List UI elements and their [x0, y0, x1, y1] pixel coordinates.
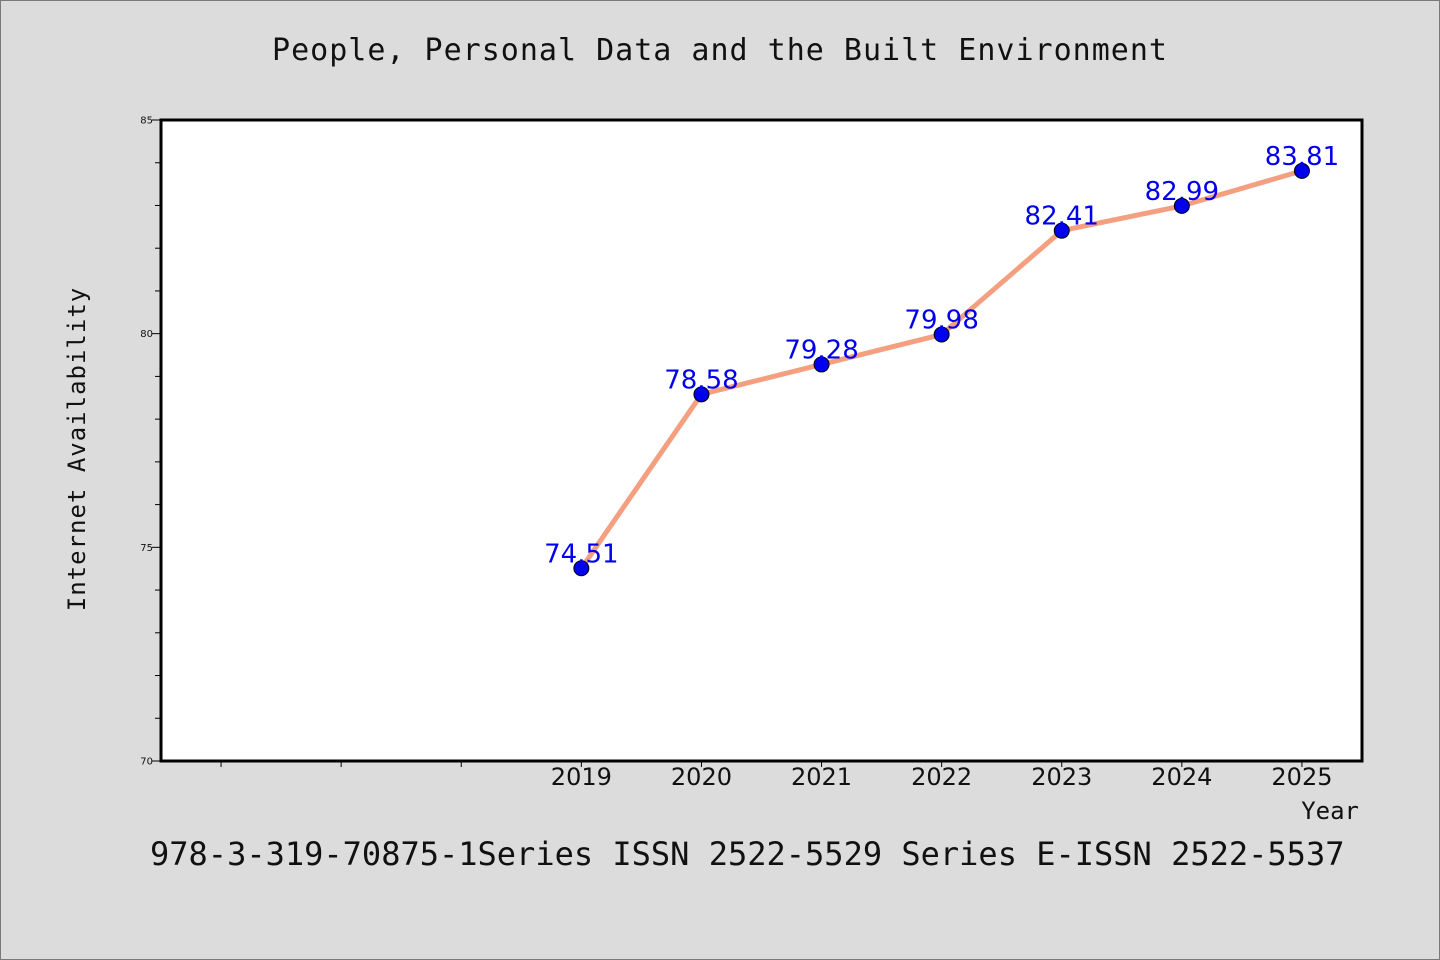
plot-frame [159, 118, 1364, 763]
x-tick-label: 2021 [791, 763, 852, 791]
data-point [813, 356, 830, 373]
data-markers [573, 162, 1310, 577]
x-axis-title: Year [1301, 797, 1359, 825]
x-tick-label: 2019 [551, 763, 612, 791]
x-tick-label: 2025 [1271, 763, 1332, 791]
y-tick-label: 75 [140, 543, 153, 554]
data-label: 83.81 [1265, 142, 1339, 172]
y-axis-ticks: 70 75 80 85 [140, 116, 161, 768]
data-point [933, 326, 950, 343]
data-label: 82.99 [1145, 177, 1219, 207]
data-point [1173, 197, 1190, 214]
chart-title: People, Personal Data and the Built Envi… [272, 33, 1168, 68]
x-tick-label: 2023 [1031, 763, 1092, 791]
data-point [573, 560, 590, 577]
data-label: 79.28 [784, 335, 858, 365]
plot-area [161, 120, 1362, 761]
data-label: 78.58 [664, 365, 738, 395]
data-point [1293, 162, 1310, 179]
x-tick-label: 2024 [1151, 763, 1212, 791]
y-tick-label: 85 [140, 116, 153, 127]
x-tick-label: 2022 [911, 763, 972, 791]
data-point [1053, 222, 1070, 239]
y-tick-label: 70 [140, 757, 153, 768]
data-label: 74.51 [544, 539, 618, 569]
data-point [693, 386, 710, 403]
x-tick-label: 2020 [671, 763, 732, 791]
data-label: 82.41 [1025, 202, 1099, 232]
footer-note: 978-3-319-70875-1Series ISSN 2522-5529 S… [150, 835, 1345, 873]
y-tick-label: 80 [140, 329, 153, 340]
data-label: 79.98 [904, 306, 978, 336]
x-axis-ticks: 2019 2020 2021 2022 2023 2024 2025 [220, 761, 1332, 791]
data-labels: 74.51 78.58 79.28 79.98 82.41 82.99 83.81 [544, 142, 1339, 569]
